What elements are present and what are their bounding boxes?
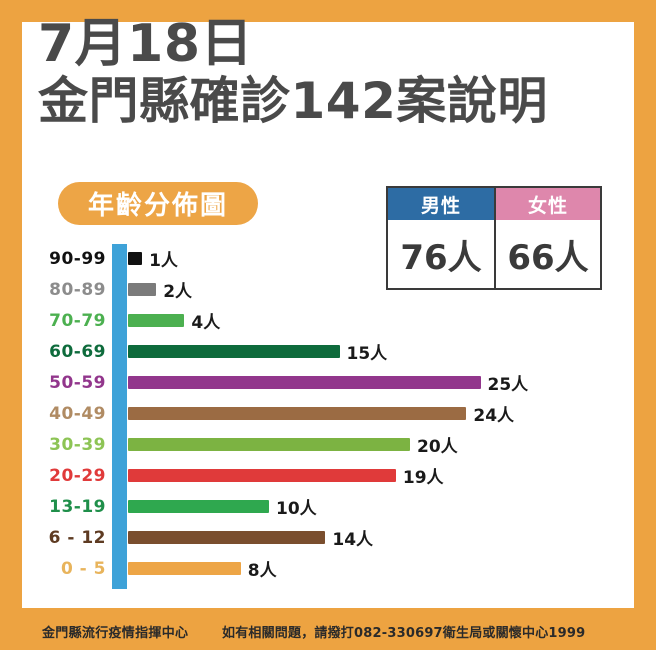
page-title: 7月18日 金門縣確診142案說明 [38, 16, 598, 128]
chart-row-label: 60-69 [49, 341, 106, 362]
chart-row-label: 20-29 [49, 465, 106, 486]
chart-row: 30-39 20人 [0, 429, 612, 460]
section-badge-age-distribution: 年齡分佈圖 [58, 182, 258, 225]
chart-bar-value: 15人 [346, 344, 388, 364]
chart-row-label: 30-39 [49, 434, 106, 455]
chart-bar-value: 4人 [191, 313, 221, 333]
chart-row: 13-19 10人 [0, 491, 612, 522]
footer-contact-note: 如有相關問題，請撥打082-330697衛生局或關懷中心1999 [222, 625, 586, 641]
chart-row-label: 40-49 [49, 403, 106, 424]
chart-bar [128, 407, 467, 420]
chart-row-label: 90-99 [49, 248, 106, 269]
gender-column-female: 女性 66人 [494, 188, 600, 288]
chart-row-label: 50-59 [49, 372, 106, 393]
chart-row-label: 6 - 12 [48, 527, 106, 548]
gender-summary-table: 男性 76人 女性 66人 [386, 186, 602, 290]
age-distribution-chart: 90-99 1人 80-89 2人 70-79 4人 60-69 15人 50-59 25人 40-… [0, 243, 612, 589]
chart-bar [128, 438, 410, 451]
chart-bar-value: 19人 [402, 468, 444, 488]
chart-bar-value: 14人 [332, 530, 374, 550]
chart-row: 60-69 15人 [0, 336, 612, 367]
chart-bar-value: 24人 [473, 406, 515, 426]
chart-bar-value: 1人 [149, 251, 178, 271]
chart-row-label: 70-79 [49, 310, 106, 331]
chart-row: 20-29 19人 [0, 460, 612, 491]
gender-value-male: 76人 [388, 220, 494, 288]
chart-row: 6 - 12 14人 [0, 522, 612, 553]
gender-header-male: 男性 [388, 188, 494, 220]
footer-organization: 金門縣流行疫情指揮中心 [42, 625, 189, 641]
chart-bar-value: 25人 [487, 375, 529, 395]
gender-header-female: 女性 [496, 188, 600, 220]
chart-row: 80-89 2人 [0, 274, 612, 305]
chart-bar [128, 376, 481, 389]
chart-row-label: 80-89 [49, 279, 106, 300]
title-date: 7月18日 [38, 14, 254, 74]
chart-bar [128, 500, 269, 513]
chart-row-label: 0 - 5 [60, 558, 106, 579]
chart-bar [128, 531, 326, 544]
chart-row: 0 - 5 8人 [0, 553, 612, 584]
chart-row-label: 13-19 [49, 496, 106, 517]
chart-rows: 90-99 1人 80-89 2人 70-79 4人 60-69 15人 50-59 25人 40-… [0, 243, 612, 584]
chart-bar [128, 252, 143, 265]
chart-bar-value: 10人 [276, 499, 317, 519]
title-headline: 金門縣確診142案說明 [38, 72, 548, 131]
chart-bar [128, 283, 157, 296]
chart-bar [128, 469, 396, 482]
chart-bar [128, 314, 185, 327]
chart-bar [128, 562, 241, 575]
gender-column-male: 男性 76人 [388, 188, 494, 288]
footer-bar: 金門縣流行疫情指揮中心 如有相關問題，請撥打082-330697衛生局或關懷中心… [0, 612, 656, 650]
chart-row: 40-49 24人 [0, 398, 612, 429]
chart-row: 50-59 25人 [0, 367, 612, 398]
section-badge-label: 年齡分佈圖 [87, 191, 228, 221]
chart-axis-bar [112, 244, 127, 589]
chart-row: 90-99 1人 [0, 243, 612, 274]
chart-row: 70-79 4人 [0, 305, 612, 336]
chart-bar [128, 345, 340, 358]
chart-bar-value: 20人 [417, 437, 458, 457]
chart-bar-value: 8人 [247, 561, 277, 581]
gender-value-female: 66人 [496, 220, 600, 288]
chart-bar-value: 2人 [163, 282, 193, 302]
